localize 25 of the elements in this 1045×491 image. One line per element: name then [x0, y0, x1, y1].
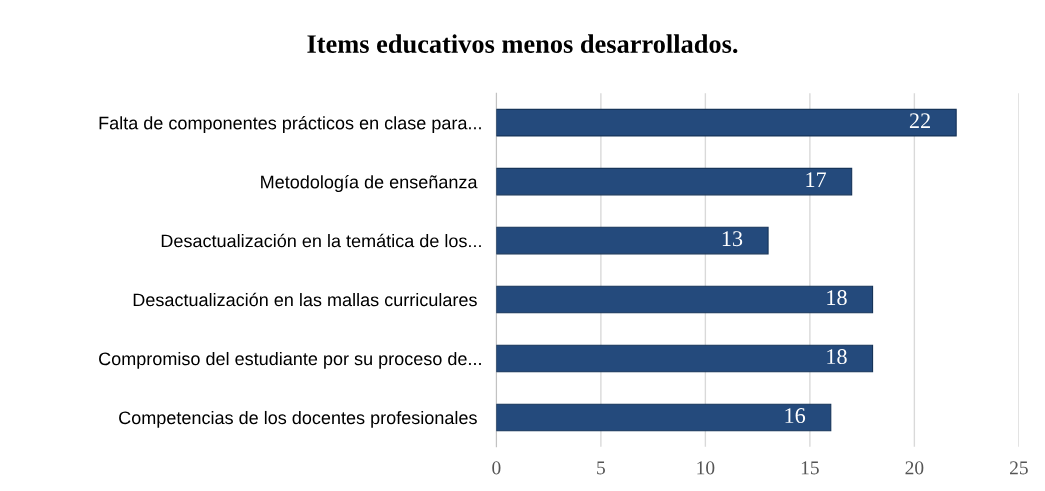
- bar: [496, 285, 874, 314]
- bar: [496, 344, 874, 373]
- y-tick-label: Compromiso del estudiante por su proceso de...: [99, 351, 481, 369]
- bar: [496, 403, 832, 432]
- data-label: 18: [827, 349, 847, 365]
- bar: [496, 108, 957, 137]
- x-tick-label: 10: [697, 461, 715, 475]
- y-tick-label: Desactualización en la temática de los...: [161, 233, 481, 248]
- data-label: 16: [785, 408, 806, 424]
- x-tick-label: 20: [905, 461, 924, 475]
- x-tick-label: 0: [492, 461, 501, 475]
- bar: [496, 167, 853, 196]
- data-label: 13: [722, 231, 743, 247]
- y-tick-label: Metodología de enseñanza: [261, 174, 478, 192]
- data-label: 17: [806, 172, 827, 187]
- x-tick-label: 25: [1010, 461, 1028, 475]
- x-tick-label: 15: [801, 461, 819, 475]
- bar: [496, 226, 769, 255]
- x-tick-label: 5: [597, 461, 605, 475]
- y-tick-label: Desactualización en las mallas curriculares: [133, 292, 477, 307]
- data-label: 18: [827, 290, 847, 306]
- data-label: 22: [909, 113, 930, 128]
- chart-title: Items educativos menos desarrollados.: [307, 34, 738, 54]
- y-tick-label: Competencias de los docentes profesionales: [119, 410, 477, 428]
- y-tick-label: Falta de componentes prácticos en clase para...: [99, 115, 481, 134]
